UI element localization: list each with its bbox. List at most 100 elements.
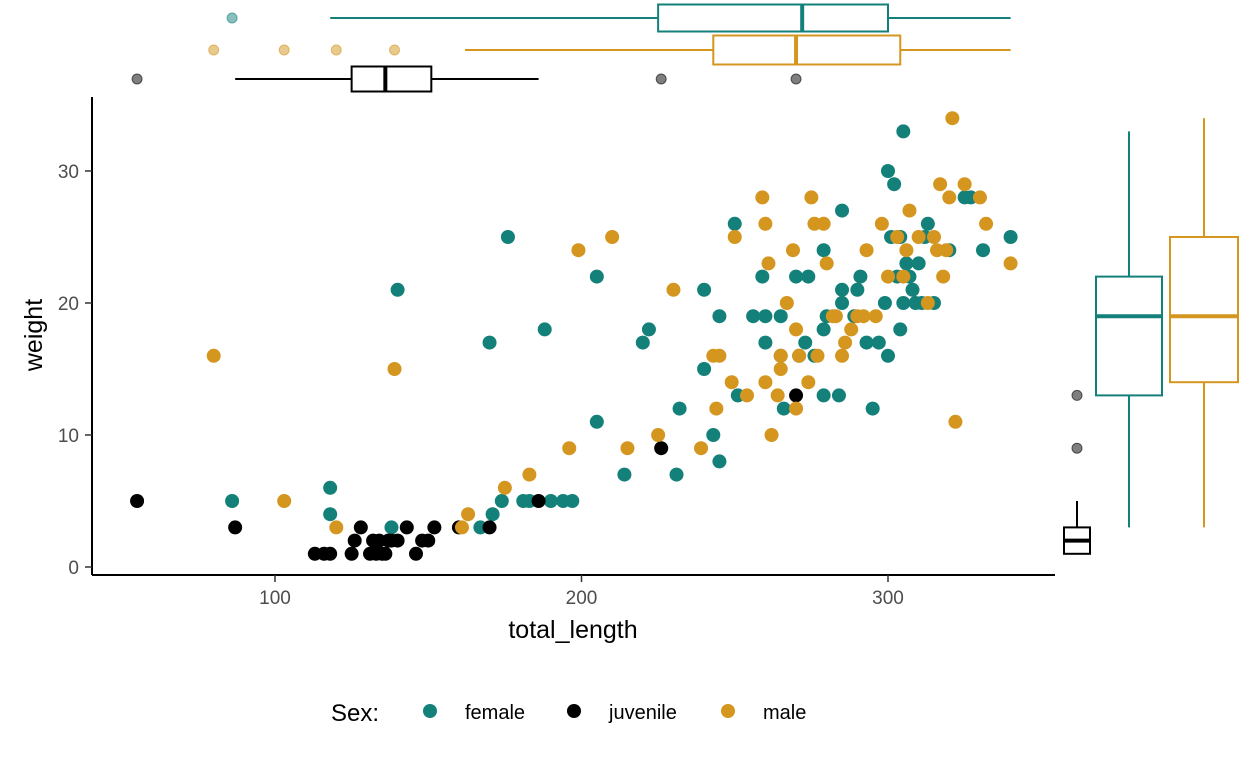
juvenile-point: [228, 520, 243, 535]
male-point: [899, 243, 914, 258]
male-outlier: [208, 44, 220, 56]
legend-juvenile-label: juvenile: [608, 702, 677, 724]
y-axis-title: weight: [20, 299, 48, 372]
x-tick-label: 300: [872, 588, 904, 609]
female-point: [877, 296, 892, 310]
male-point: [844, 322, 859, 337]
female-point: [896, 296, 911, 310]
y-tick-label: 0: [68, 558, 79, 579]
female-point: [905, 282, 920, 297]
male-point: [779, 296, 794, 310]
female-point: [543, 494, 558, 508]
female-point: [835, 203, 850, 218]
male-point: [773, 362, 788, 376]
male-point: [957, 177, 972, 192]
male-point: [740, 388, 755, 403]
juvenile-point: [531, 494, 546, 508]
female-point: [706, 428, 721, 442]
legend: Sex: female juvenile male: [331, 700, 806, 727]
legend-female-key: [423, 704, 437, 718]
male-point: [724, 375, 739, 390]
female-point: [384, 520, 399, 535]
juvenile-point: [421, 533, 436, 548]
female-point: [776, 401, 791, 416]
female-point: [712, 309, 727, 324]
female-point: [697, 362, 712, 376]
female-box: [1095, 275, 1163, 397]
female-point: [500, 230, 515, 244]
female-point: [859, 335, 874, 350]
male-point: [902, 203, 917, 218]
female-point: [816, 388, 831, 403]
male-point: [792, 348, 807, 363]
female-point: [565, 494, 580, 508]
male-point: [562, 441, 577, 456]
female-point: [537, 322, 552, 337]
male-point: [758, 375, 773, 390]
female-outlier: [226, 12, 238, 24]
female-point: [1003, 230, 1018, 244]
male-point: [620, 441, 635, 456]
juvenile-point: [378, 546, 393, 561]
female-point: [746, 309, 761, 324]
male-point: [911, 230, 926, 244]
male-point: [454, 520, 469, 535]
legend-female-label: female: [465, 702, 525, 724]
female-point: [697, 282, 712, 297]
female-point: [589, 414, 604, 429]
male-outlier: [278, 44, 290, 56]
female-point: [798, 335, 813, 350]
male-point: [942, 190, 957, 205]
female-point: [881, 348, 895, 363]
male-point: [801, 375, 816, 390]
male-point: [972, 190, 987, 205]
male-point: [712, 348, 727, 363]
male-point: [497, 480, 512, 495]
male-point: [755, 190, 770, 205]
female-point: [672, 401, 687, 416]
female-point: [801, 269, 816, 284]
male-point: [926, 230, 941, 244]
male-point: [758, 216, 773, 231]
female-point: [712, 454, 727, 469]
male-point: [874, 216, 889, 231]
male-point: [890, 230, 905, 244]
male-point: [785, 243, 800, 258]
female-point: [323, 507, 338, 522]
male-point: [761, 256, 776, 271]
y-tick-label: 10: [58, 426, 79, 447]
male-point: [329, 520, 344, 535]
male-point: [810, 348, 825, 363]
x-axis-title: total_length: [508, 616, 637, 644]
female-point: [494, 494, 509, 508]
male-point: [979, 216, 994, 231]
male-point: [770, 388, 785, 403]
male-point: [859, 243, 874, 258]
scatter-points: [130, 111, 1018, 561]
male-point: [206, 348, 221, 363]
x-tick-label: 200: [566, 588, 598, 609]
juvenile-point: [399, 520, 414, 535]
male-point: [819, 256, 834, 271]
juvenile-point: [408, 546, 423, 561]
female-point: [816, 322, 831, 337]
male-point: [868, 309, 883, 324]
female-point: [485, 507, 500, 522]
female-point: [773, 309, 788, 324]
juvenile-point: [130, 494, 145, 508]
male-point: [838, 335, 853, 350]
female-point: [641, 322, 656, 337]
male-point: [709, 401, 724, 416]
female-point: [976, 243, 991, 258]
juvenile-outlier: [1071, 442, 1083, 454]
male-point: [896, 269, 911, 284]
x-tick-label: 100: [259, 588, 291, 609]
male-point: [651, 428, 666, 442]
female-point: [323, 480, 338, 495]
female-point: [893, 322, 908, 337]
female-point: [755, 269, 770, 284]
male-point: [881, 269, 895, 284]
male-outlier: [330, 44, 342, 56]
female-point: [831, 388, 846, 403]
male-point: [764, 428, 779, 442]
